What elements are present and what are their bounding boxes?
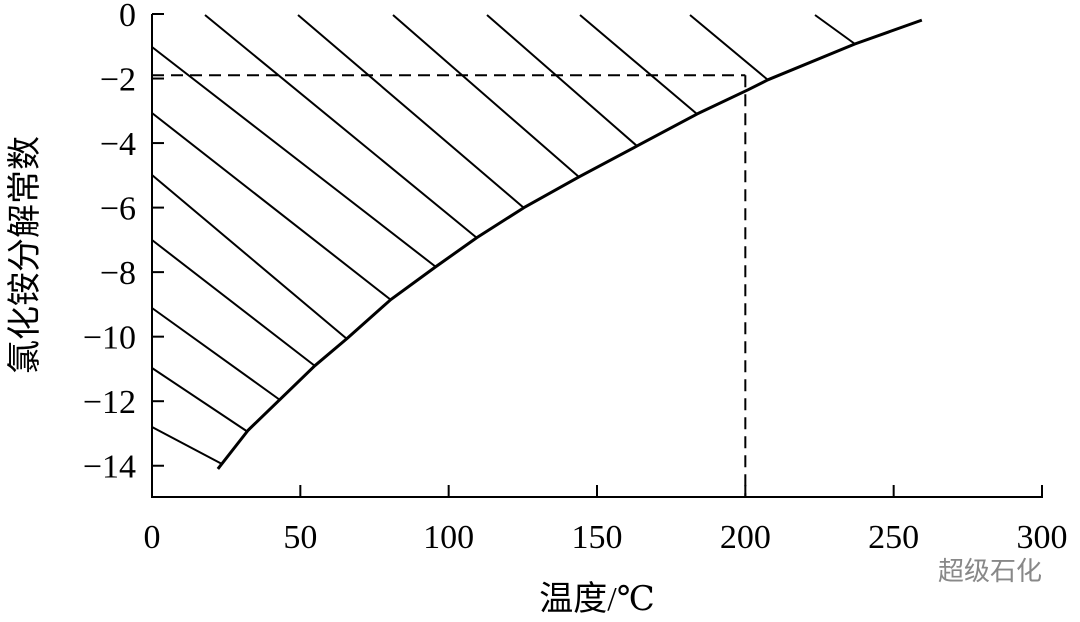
- y-tick-label: −12: [83, 384, 136, 421]
- y-tick-label: −4: [100, 126, 136, 163]
- x-tick-label: 50: [283, 519, 317, 556]
- y-tick-label: −8: [100, 255, 136, 292]
- x-tick-label: 100: [423, 519, 474, 556]
- y-tick-label: 0: [119, 0, 136, 34]
- x-tick-label: 200: [720, 519, 771, 556]
- y-tick-label: −6: [100, 191, 136, 228]
- x-tick-label: 150: [572, 519, 623, 556]
- hatching: [151, 14, 856, 465]
- watermark: 超级石化: [938, 557, 1042, 587]
- y-tick-label: −14: [83, 449, 136, 486]
- y-axis-label: 氯化铵分解常数: [6, 136, 44, 374]
- x-axis-label: 温度/℃: [539, 580, 654, 617]
- x-tick-label: 250: [868, 519, 919, 556]
- y-tick-label: −10: [83, 320, 136, 357]
- curve: [216, 18, 923, 470]
- x-tick-label: 0: [144, 519, 161, 556]
- y-tick-label: −2: [100, 62, 136, 99]
- x-tick-label: 300: [1017, 519, 1068, 556]
